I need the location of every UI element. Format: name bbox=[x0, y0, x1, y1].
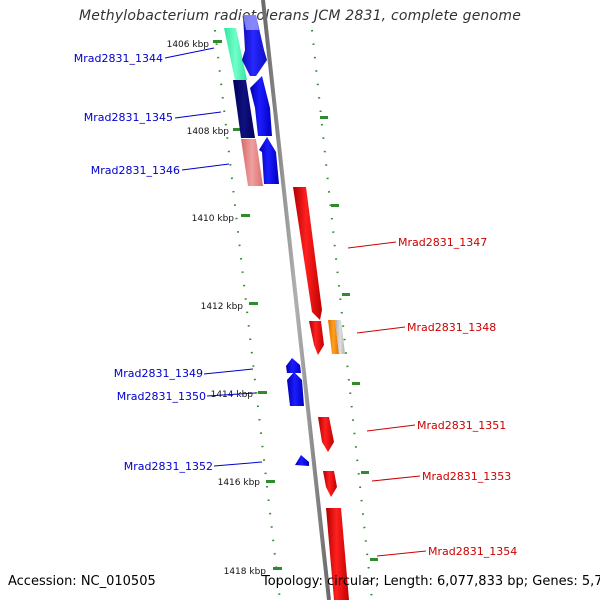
gene-label-mrad2831-1347[interactable]: Mrad2831_1347 bbox=[398, 236, 487, 249]
genome-backbone bbox=[261, 0, 331, 600]
kbp-tick-1418: 1418 kbp bbox=[224, 567, 282, 577]
gene-mrad2831-1347[interactable] bbox=[293, 187, 322, 320]
accession-label: Accession: NC_010505 bbox=[8, 574, 156, 589]
gene-mrad2831-1353[interactable] bbox=[323, 471, 337, 497]
outer-dotted-guide bbox=[311, 29, 373, 600]
gene-label-mrad2831-1345[interactable]: Mrad2831_1345 bbox=[84, 111, 173, 124]
outer-track-dashes bbox=[320, 116, 378, 561]
gene-mrad2831-1344[interactable] bbox=[224, 15, 267, 80]
kbp-tick-1412: 1412 kbp bbox=[201, 302, 258, 312]
gene-label-mrad2831-1350[interactable]: Mrad2831_1350 bbox=[117, 390, 206, 403]
gene-mrad2831-1346[interactable] bbox=[241, 137, 279, 186]
tick-label: 1416 kbp bbox=[218, 478, 261, 488]
gene-label-mrad2831-1354[interactable]: Mrad2831_1354 bbox=[428, 545, 517, 558]
gene-mrad2831-1352[interactable] bbox=[295, 455, 309, 466]
tick-label: 1406 kbp bbox=[167, 40, 210, 50]
genome-title: Methylobacterium radiotolerans JCM 2831,… bbox=[78, 8, 522, 24]
tick-label: 1412 kbp bbox=[201, 302, 244, 312]
gene-mrad2831-1348[interactable] bbox=[309, 320, 345, 355]
kbp-tick-1408: 1408 kbp bbox=[187, 127, 242, 137]
tick-label: 1410 kbp bbox=[192, 214, 235, 224]
kbp-tick-1416: 1416 kbp bbox=[218, 478, 275, 488]
gene-mrad2831-1345[interactable] bbox=[233, 76, 272, 138]
kbp-tick-1406: 1406 kbp bbox=[167, 40, 222, 50]
gene-label-mrad2831-1353[interactable]: Mrad2831_1353 bbox=[422, 470, 511, 483]
gene-label-mrad2831-1349[interactable]: Mrad2831_1349 bbox=[114, 367, 203, 380]
tick-label: 1418 kbp bbox=[224, 567, 267, 577]
gene-label-mrad2831-1351[interactable]: Mrad2831_1351 bbox=[417, 419, 506, 432]
kbp-tick-1410: 1410 kbp bbox=[192, 214, 250, 224]
topology-summary: Topology: circular; Length: 6,077,833 bp… bbox=[262, 574, 600, 589]
tick-label: 1414 kbp bbox=[211, 390, 254, 400]
inner-dotted-guide bbox=[214, 29, 281, 600]
gene-label-mrad2831-1352[interactable]: Mrad2831_1352 bbox=[124, 460, 213, 473]
gene-mrad2831-1350[interactable] bbox=[287, 372, 304, 406]
gene-mrad2831-1354[interactable] bbox=[326, 508, 349, 600]
gene-mrad2831-1349[interactable] bbox=[286, 358, 301, 373]
gene-label-mrad2831-1344[interactable]: Mrad2831_1344 bbox=[74, 52, 163, 65]
kbp-tick-1414: 1414 kbp bbox=[211, 390, 267, 400]
label-leader-lines bbox=[164, 47, 427, 557]
gene-mrad2831-1351[interactable] bbox=[318, 417, 334, 452]
gene-label-mrad2831-1346[interactable]: Mrad2831_1346 bbox=[91, 164, 180, 177]
tick-label: 1408 kbp bbox=[187, 127, 230, 137]
gene-label-mrad2831-1348[interactable]: Mrad2831_1348 bbox=[407, 321, 496, 334]
